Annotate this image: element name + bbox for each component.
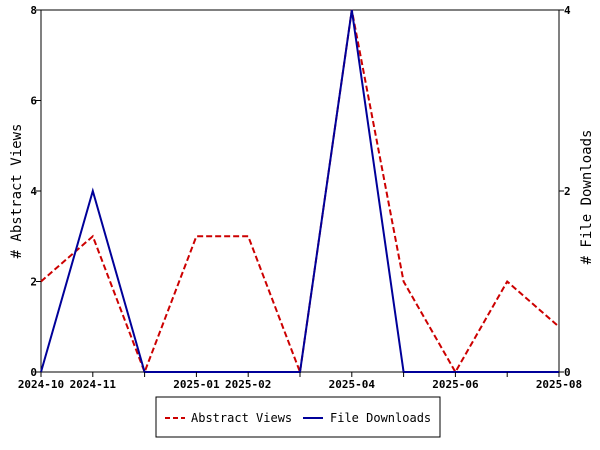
series-line-abstract-views	[40, 9, 560, 376]
legend: Abstract Views File Downloads	[155, 396, 441, 438]
y-axis-title: # Abstract Views	[9, 124, 25, 259]
y-tick-label: 2	[30, 276, 37, 289]
y-tick-label: 0	[30, 366, 37, 379]
y2-tick-label: 4	[564, 4, 571, 17]
x-tick-label: 2024-10	[18, 378, 64, 391]
right-axis: 0 2 4	[559, 4, 571, 379]
y2-tick-label: 0	[564, 366, 571, 379]
x-tick-label: 2025-06	[432, 378, 479, 391]
y-tick-label: 4	[30, 185, 37, 198]
x-tick-label: 2025-04	[329, 378, 376, 391]
x-tick-label: 2025-08	[536, 378, 582, 391]
y-tick-label: 6	[30, 95, 37, 108]
plot-area	[40, 9, 560, 373]
y-tick-label: 8	[30, 4, 37, 17]
y2-axis-title: # File Downloads	[579, 130, 595, 265]
x-tick-label: 2025-01	[173, 378, 220, 391]
left-axis: 0 2 4 6 8	[30, 4, 41, 379]
x-tick-label: 2024-11	[70, 378, 117, 391]
y2-tick-label: 2	[564, 185, 571, 198]
x-axis: 2024-10 2024-11 2025-01 2025-02 2025-04 2025-…	[18, 372, 582, 391]
legend-box	[155, 396, 441, 438]
x-tick-label: 2025-02	[225, 378, 271, 391]
legend-label-abstract-views: Abstract Views	[191, 411, 292, 425]
legend-label-file-downloads: File Downloads	[330, 411, 431, 425]
